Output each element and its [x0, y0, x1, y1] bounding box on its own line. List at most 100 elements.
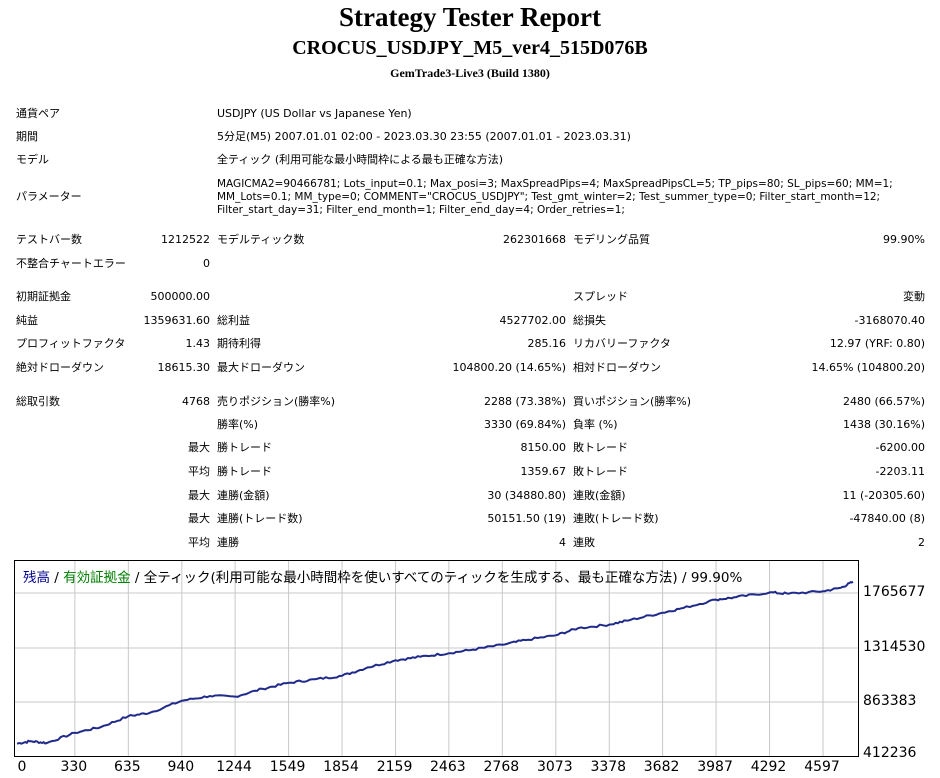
x-tick-label: 2463: [430, 759, 466, 775]
x-tick-label: 940: [167, 759, 195, 775]
chart-legend: 残高 / 有効証拠金 / 全ティック(利用可能な最小時間枠を使いすべてのティック…: [23, 566, 742, 586]
legend-equity: 有効証拠金: [63, 570, 131, 586]
expected-payoff-label: 期待利得: [217, 337, 261, 350]
gross-profit-label: 総利益: [217, 314, 250, 327]
quality-label: モデリング品質: [573, 233, 650, 246]
max-drawdown-value: 104800.20 (14.65%): [452, 361, 566, 374]
ticks-value: 262301668: [503, 233, 566, 246]
loss-rate-label: 負率 (%): [573, 418, 618, 431]
deposit-value: 500000.00: [150, 290, 211, 303]
long-positions-label: 買いポジション(勝率%): [573, 395, 692, 408]
average-win-value: 1359.67: [520, 465, 567, 478]
gross-loss-value: -3168070.40: [854, 314, 925, 327]
ticks-label: モデルティック数: [217, 233, 305, 246]
net-profit-label: 純益: [16, 314, 38, 327]
consecutive-wins-amount-value: 30 (34880.80): [487, 489, 566, 502]
y-tick-label: 863383: [863, 693, 917, 709]
absolute-drawdown-label: 絶対ドローダウン: [16, 361, 104, 374]
x-tick-label: 3378: [590, 759, 627, 775]
recovery-factor-label: リカバリーファクタ: [573, 337, 671, 350]
loss-rate-value: 1438 (30.16%): [842, 418, 925, 431]
x-tick-label: 3987: [697, 759, 733, 775]
report-subtitle: CROCUS_USDJPY_M5_ver4_515D076B: [292, 37, 648, 59]
average-consecutive-prefix: 平均: [188, 536, 210, 549]
total-trades-value: 4768: [182, 395, 210, 408]
legend-balance: 残高: [23, 570, 50, 586]
max-drawdown-label: 最大ドローダウン: [217, 361, 305, 374]
x-tick-label: 4292: [750, 759, 787, 775]
profit-factor-label: プロフィットファクタ: [16, 337, 126, 350]
x-tick-label: 4597: [804, 759, 840, 775]
largest-win-value: 8150.00: [520, 441, 567, 454]
x-tick-label: 1244: [216, 759, 252, 775]
long-positions-value: 2480 (66.57%): [842, 395, 925, 408]
parameters-label: パラメーター: [16, 190, 82, 203]
period-value: 5分足(M5) 2007.01.01 02:00 - 2023.03.30 23…: [217, 130, 631, 143]
quality-value: 99.90%: [883, 233, 925, 246]
average-consecutive-wins-value: 4: [559, 536, 566, 549]
y-tick-label: 1765677: [863, 584, 926, 600]
model-value: 全ティック (利用可能な最小時間枠による最も正確な方法): [217, 153, 504, 166]
consecutive-profit-value: 50151.50 (19): [487, 512, 566, 525]
x-tick-label: 1549: [269, 759, 306, 775]
consecutive-loss-value: -47840.00 (8): [849, 512, 925, 525]
average-consecutive-losses-value: 2: [918, 536, 925, 549]
x-tick-label: 3073: [536, 759, 573, 775]
legend-separator: /: [50, 570, 64, 586]
x-tick-label: 3682: [643, 759, 680, 775]
mismatch-label: 不整合チャートエラー: [16, 257, 126, 270]
y-tick-label: 412236: [863, 745, 917, 761]
average-loss-label: 敗トレード: [573, 465, 628, 478]
balance-series-line: [16, 580, 854, 745]
relative-drawdown-label: 相対ドローダウン: [573, 361, 661, 374]
x-tick-label: 2768: [483, 759, 520, 775]
short-positions-value: 2288 (73.38%): [483, 395, 566, 408]
consecutive-losses-amount-label: 連敗(金額): [573, 489, 626, 502]
largest-win-label: 勝トレード: [217, 441, 272, 454]
x-tick-label: 0: [17, 759, 27, 775]
profit-factor-value: 1.43: [185, 337, 211, 350]
consecutive-wins-amount-label: 連勝(金額): [217, 489, 270, 502]
symbol-value: USDJPY (US Dollar vs Japanese Yen): [217, 107, 412, 120]
period-label: 期間: [16, 130, 38, 143]
average-win-label: 勝トレード: [217, 465, 272, 478]
bars-label: テストバー数: [16, 233, 82, 246]
recovery-factor-value: 12.97 (YRF: 0.80): [829, 337, 925, 350]
gross-loss-label: 総損失: [573, 314, 606, 327]
max-consecutive-prefix: 最大: [188, 489, 210, 502]
consecutive-loss-label: 連敗(トレード数): [573, 512, 659, 525]
y-tick-label: 1314530: [863, 639, 926, 655]
average-consecutive-losses-label: 連敗: [573, 536, 595, 549]
absolute-drawdown-value: 18615.30: [157, 361, 211, 374]
symbol-label: 通貨ペア: [16, 107, 60, 120]
short-positions-label: 売りポジション(勝率%): [217, 395, 336, 408]
largest-loss-label: 敗トレード: [573, 441, 628, 454]
legend-description: / 全ティック(利用可能な最小時間枠を使いすべてのティックを生成する、最も正確な…: [130, 570, 743, 586]
win-rate-label: 勝率(%): [217, 418, 259, 431]
deposit-label: 初期証拠金: [16, 290, 71, 303]
expected-payoff-value: 285.16: [527, 337, 567, 350]
max-consecutive-count-prefix: 最大: [188, 512, 210, 525]
consecutive-profit-label: 連勝(トレード数): [217, 512, 303, 525]
x-tick-label: 2159: [376, 759, 413, 775]
largest-loss-value: -6200.00: [875, 441, 925, 454]
average-prefix: 平均: [188, 465, 210, 478]
total-trades-label: 総取引数: [16, 395, 60, 408]
relative-drawdown-value: 14.65% (104800.20): [811, 361, 925, 374]
balance-chart-svg: [15, 561, 858, 756]
mismatch-value: 0: [203, 257, 210, 270]
x-tick-label: 635: [113, 759, 141, 775]
win-rate-value: 3330 (69.84%): [483, 418, 566, 431]
largest-prefix: 最大: [188, 441, 210, 454]
x-tick-label: 1854: [323, 759, 359, 775]
bars-value: 1212522: [161, 233, 210, 246]
balance-chart: 残高 / 有効証拠金 / 全ティック(利用可能な最小時間枠を使いすべてのティック…: [14, 560, 859, 757]
average-consecutive-wins-label: 連勝: [217, 536, 239, 549]
average-loss-value: -2203.11: [875, 465, 925, 478]
parameters-value: MAGICMA2=90466781; Lots_input=0.1; Max_p…: [217, 178, 893, 216]
server-build: GemTrade3-Live3 (Build 1380): [390, 66, 550, 80]
spread-value: 変動: [903, 290, 925, 303]
model-label: モデル: [16, 153, 49, 166]
x-tick-label: 330: [60, 759, 88, 775]
gross-profit-value: 4527702.00: [499, 314, 566, 327]
